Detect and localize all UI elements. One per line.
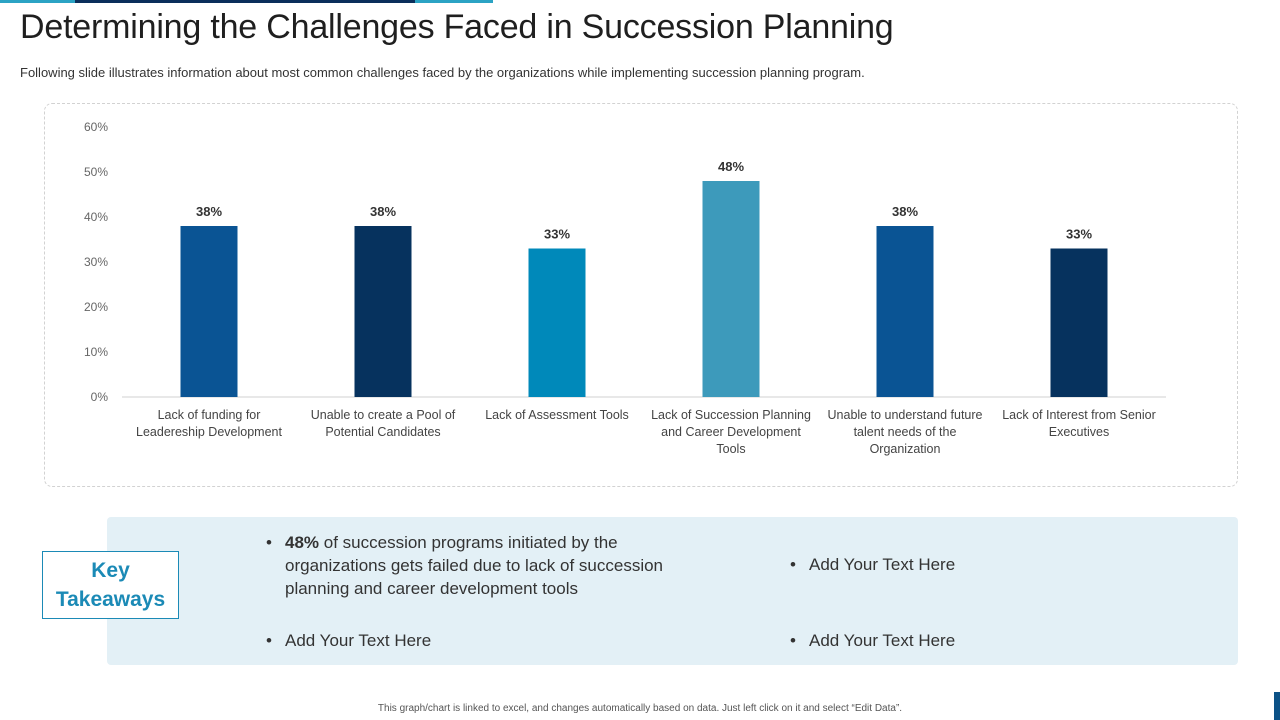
accent-segment-dark — [75, 0, 415, 3]
takeaway-bullet-3: • Add Your Text Here — [266, 629, 566, 652]
bar[interactable] — [354, 226, 412, 397]
data-label: 33% — [1066, 227, 1092, 242]
footer-note: This graph/chart is linked to excel, and… — [377, 703, 903, 714]
page-subtitle: Following slide illustrates information … — [20, 65, 865, 80]
y-tick-label: 30% — [84, 255, 108, 269]
data-label: 38% — [892, 204, 918, 219]
bullet-dot: • — [790, 555, 796, 574]
accent-segment-teal-2 — [415, 0, 493, 3]
category-label: Lack of funding for Leadereship Developme… — [136, 408, 282, 439]
data-label: 48% — [718, 159, 744, 174]
y-tick-label: 60% — [84, 120, 108, 134]
bar[interactable] — [528, 248, 586, 398]
bullet-dot: • — [790, 631, 796, 650]
accent-segment-teal — [0, 0, 75, 3]
category-label: Lack of Succession Planning and Career De… — [651, 408, 811, 456]
takeaway-bullet-3-text: Add Your Text Here — [285, 631, 432, 650]
takeaway-bullet-2: • Add Your Text Here — [790, 553, 1090, 576]
category-label: Lack of Assessment Tools — [485, 408, 629, 422]
takeaway-bullet-4-text: Add Your Text Here — [809, 631, 956, 650]
corner-accent — [1274, 692, 1280, 720]
data-label: 33% — [544, 227, 570, 242]
takeaway-bullet-1-text: of succession programs initiated by the … — [285, 533, 664, 598]
key-takeaways-line2: Takeaways — [55, 588, 166, 611]
top-accent-bar — [0, 0, 1280, 4]
key-takeaways-line1: Key — [91, 559, 130, 582]
data-label: 38% — [370, 204, 396, 219]
y-tick-label: 50% — [84, 165, 108, 179]
category-label: Unable to understand future talent needs … — [828, 408, 983, 456]
takeaway-highlight: 48% — [285, 533, 320, 552]
category-label: Unable to create a Pool of Potential Cand… — [311, 408, 456, 439]
bar[interactable] — [180, 226, 238, 397]
bar[interactable] — [702, 181, 760, 397]
chart-container[interactable]: 0% 10% 20% 30% 40% 50% 60% 38% Lack of funding f… — [44, 103, 1238, 487]
key-takeaways-box: Key Takeaways — [42, 551, 179, 619]
bullet-dot: • — [266, 631, 272, 650]
takeaway-bullet-2-text: Add Your Text Here — [809, 555, 956, 574]
takeaways-panel — [107, 517, 1238, 665]
bullet-dot: • — [266, 533, 272, 552]
takeaway-bullet-4: • Add Your Text Here — [790, 629, 1090, 652]
bar[interactable] — [1050, 248, 1108, 398]
y-tick-label: 0% — [91, 390, 109, 404]
page-title: Determining the Challenges Faced in Succ… — [20, 8, 894, 46]
data-label: 38% — [196, 204, 222, 219]
y-tick-label: 10% — [84, 345, 108, 359]
bar-chart[interactable]: 0% 10% 20% 30% 40% 50% 60% 38% Lack of funding f… — [45, 104, 1239, 488]
y-tick-label: 20% — [84, 300, 108, 314]
y-tick-label: 40% — [84, 210, 108, 224]
takeaway-bullet-1: • 48% of succession programs initiated b… — [266, 531, 686, 600]
category-label: Lack of Interest from Senior Executives — [1002, 408, 1156, 439]
bar[interactable] — [876, 226, 934, 397]
